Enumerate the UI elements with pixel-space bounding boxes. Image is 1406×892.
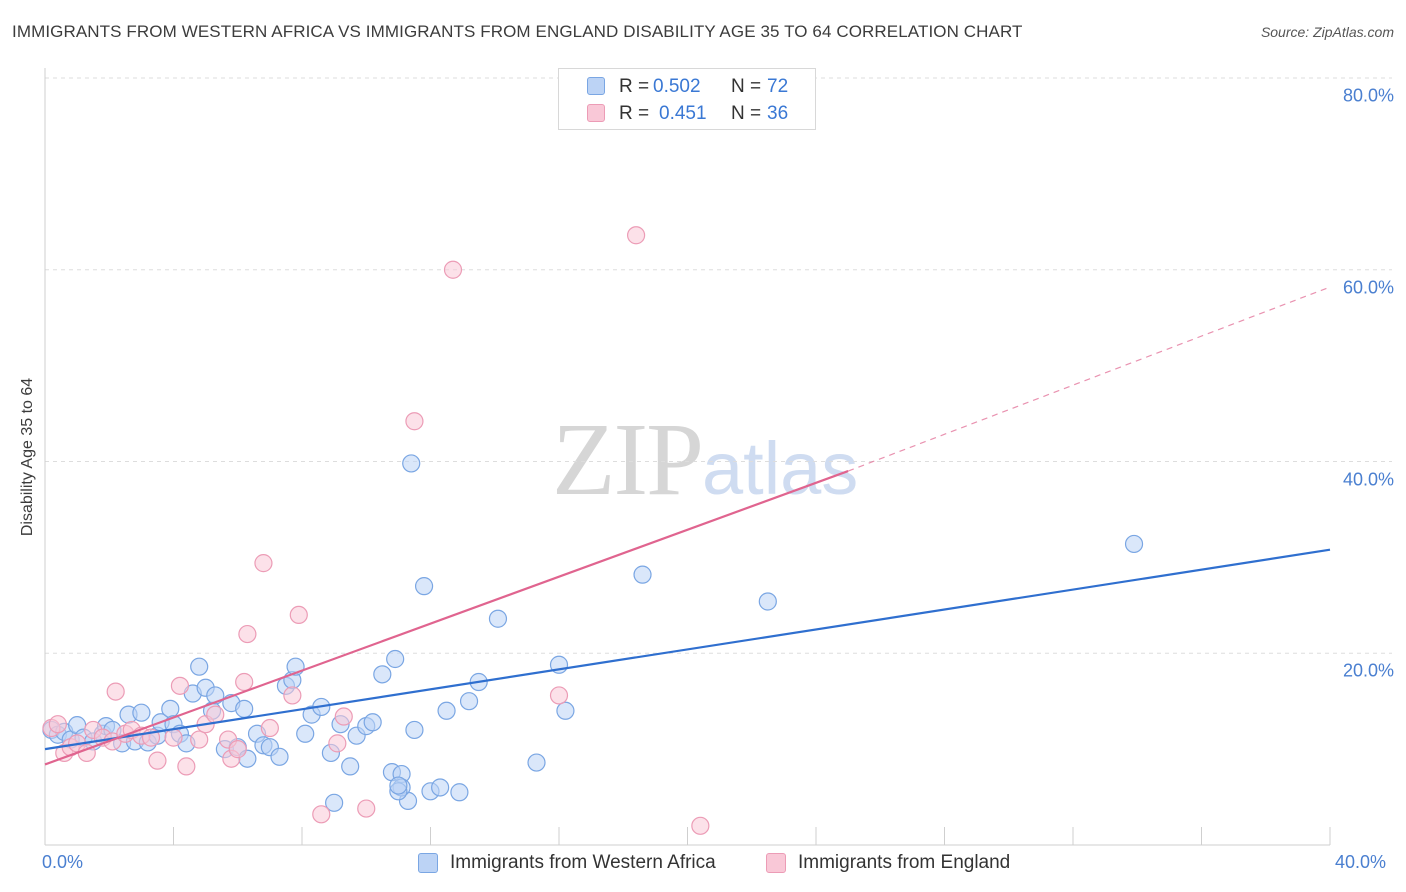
data-point-pink xyxy=(206,705,225,724)
data-point-blue xyxy=(488,609,508,628)
data-point-blue xyxy=(758,592,777,611)
trend-line-extension-pink xyxy=(847,286,1331,472)
data-point-blue xyxy=(363,713,382,732)
data-point-pink xyxy=(443,260,463,279)
data-point-pink xyxy=(549,686,569,705)
data-point-pink xyxy=(228,740,247,759)
data-point-pink xyxy=(238,624,257,644)
data-point-blue xyxy=(325,793,344,812)
data-point-blue xyxy=(296,724,315,743)
x-tick-label-min: 0.0% xyxy=(42,852,84,872)
legend-r-label: R = xyxy=(619,103,650,124)
legend-n-label: N = xyxy=(731,76,762,97)
data-point-pink xyxy=(283,686,302,705)
data-point-blue xyxy=(132,703,151,722)
data-point-blue xyxy=(405,720,424,740)
data-point-blue xyxy=(402,454,421,473)
data-point-blue xyxy=(414,577,434,596)
trend-line-pink xyxy=(44,470,849,766)
data-point-blue xyxy=(190,657,209,676)
legend-swatch-blue xyxy=(587,77,605,95)
data-point-pink xyxy=(289,605,308,625)
data-point-pink xyxy=(170,676,190,695)
data-point-pink xyxy=(626,226,646,245)
legend-r-value: 0.451 xyxy=(659,103,707,124)
data-point-pink xyxy=(260,718,279,738)
data-point-pink xyxy=(235,672,254,692)
y-tick-label: 60.0% xyxy=(1342,277,1394,298)
data-point-blue xyxy=(1124,534,1144,554)
chart-source: Source: ZipAtlas.com xyxy=(1260,24,1394,40)
data-point-blue xyxy=(389,776,408,795)
y-tick-label: 40.0% xyxy=(1342,469,1394,489)
correlation-legend: R = 0.502 N = 72 R = 0.451 N = 36 xyxy=(558,68,816,130)
legend-n-value: 72 xyxy=(767,76,789,97)
legend-r-label: R = xyxy=(619,76,650,97)
legend-n-value: 36 xyxy=(767,103,789,124)
data-point-pink xyxy=(312,805,331,824)
legend-swatch-pink xyxy=(587,104,605,122)
data-point-pink xyxy=(190,730,209,749)
data-point-blue xyxy=(235,699,254,718)
watermark: ZIPatlas xyxy=(552,400,858,519)
data-point-blue xyxy=(450,783,469,802)
data-point-pink xyxy=(328,734,347,753)
legend-label: Immigrants from Western Africa xyxy=(450,852,716,873)
watermark-zip: ZIP xyxy=(552,402,704,517)
x-tick-label-max: 40.0% xyxy=(1335,852,1387,872)
trend-line-blue xyxy=(44,548,1331,751)
data-point-pink xyxy=(106,682,125,701)
legend-swatch-pink xyxy=(766,853,786,873)
legend-r-value: 0.502 xyxy=(653,76,701,97)
data-point-blue xyxy=(373,665,392,684)
data-point-pink xyxy=(254,554,273,573)
data-point-blue xyxy=(341,757,360,776)
data-point-pink xyxy=(357,799,376,818)
data-point-pink xyxy=(48,715,67,734)
chart-title: IMMIGRANTS FROM WESTERN AFRICA VS IMMIGR… xyxy=(12,22,1023,41)
data-point-blue xyxy=(270,747,289,766)
data-point-pink xyxy=(405,412,424,431)
data-point-blue xyxy=(633,565,652,584)
data-point-pink xyxy=(164,728,183,747)
data-point-pink xyxy=(334,707,353,726)
data-point-blue xyxy=(161,699,180,718)
data-point-blue xyxy=(386,649,405,669)
data-point-blue xyxy=(527,753,546,772)
y-tick-label: 20.0% xyxy=(1342,660,1394,681)
data-point-blue xyxy=(431,778,450,797)
data-point-pink xyxy=(691,816,710,835)
legend-label: Immigrants from England xyxy=(798,852,1011,873)
y-tick-label: 80.0% xyxy=(1342,85,1394,106)
data-point-pink xyxy=(148,751,167,770)
data-point-pink xyxy=(177,757,196,776)
data-point-blue xyxy=(459,692,479,711)
legend-swatch-blue xyxy=(418,853,438,873)
legend-n-label: N = xyxy=(731,103,762,124)
data-point-blue xyxy=(556,701,575,720)
data-point-blue xyxy=(437,701,456,720)
